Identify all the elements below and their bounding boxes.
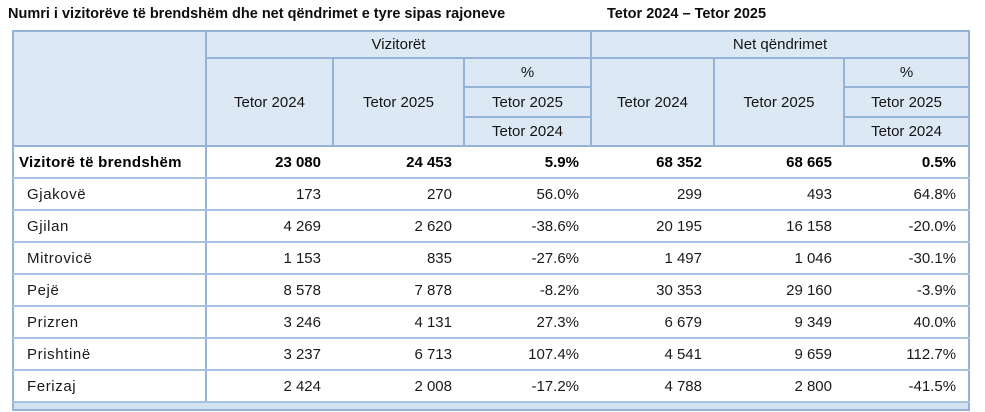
nights-2024-value: 6 679: [591, 306, 714, 339]
table-title: Numri i vizitorëve të brendshëm dhe net …: [8, 6, 506, 22]
nights-2024-value: 30 353: [591, 274, 714, 307]
nights-2024-value: 20 195: [591, 210, 714, 243]
row-label: Gjilan: [12, 210, 207, 243]
visitors-2025-value: 24 453: [333, 146, 464, 179]
table-row: Gjilan 4 269 2 620 -38.6% 20 195 16 158 …: [12, 210, 971, 243]
col-header-visitors-pct-denominator: Tetor 2024: [463, 116, 592, 147]
nights-2025-value: 1 046: [714, 242, 844, 275]
table-row: Mitrovicë 1 153 835 -27.6% 1 497 1 046 -…: [12, 242, 971, 275]
col-header-nights-2024: Tetor 2024: [590, 57, 715, 147]
nights-pct-change: -30.1%: [844, 242, 971, 275]
col-header-visitors-pct-numerator: Tetor 2025: [463, 86, 592, 118]
nights-2025-value: 29 160: [714, 274, 844, 307]
nights-2024-value: 299: [591, 178, 714, 211]
visitors-pct-change: -27.6%: [464, 242, 591, 275]
table-row: Prishtinë 3 237 6 713 107.4% 4 541 9 659…: [12, 338, 971, 371]
visitors-2024-value: 173: [206, 178, 333, 211]
visitors-pct-change: -8.2%: [464, 274, 591, 307]
corner-cell: [12, 30, 207, 147]
nights-2024-value: 4 541: [591, 338, 714, 371]
col-header-nights-pct-numerator: Tetor 2025: [842, 86, 971, 118]
nights-pct-change: 0.5%: [844, 146, 971, 179]
nights-pct-change: 40.0%: [844, 306, 971, 339]
nights-2024-value: 4 788: [591, 370, 714, 403]
table-row: Gjakovë 173 270 56.0% 299 493 64.8%: [12, 178, 971, 211]
visitors-pct-change: -17.2%: [464, 370, 591, 403]
row-label: Ferizaj: [12, 370, 207, 403]
visitors-pct-change: 27.3%: [464, 306, 591, 339]
visitors-2025-value: 270: [333, 178, 464, 211]
col-header-nights-2025: Tetor 2025: [713, 57, 845, 147]
visitors-pct-change: -38.6%: [464, 210, 591, 243]
row-label: Prizren: [12, 306, 207, 339]
nights-2025-value: 68 665: [714, 146, 844, 179]
visitors-2025-value: 2 620: [333, 210, 464, 243]
table-row: Ferizaj 2 424 2 008 -17.2% 4 788 2 800 -…: [12, 370, 971, 403]
nights-pct-change: 64.8%: [844, 178, 971, 211]
col-header-visitors-2025: Tetor 2025: [332, 57, 465, 147]
row-label: Gjakovë: [12, 178, 207, 211]
visitors-2024-value: 23 080: [206, 146, 333, 179]
col-header-nights-pct-denominator: Tetor 2024: [842, 116, 971, 147]
visitors-pct-change: 107.4%: [464, 338, 591, 371]
nights-2024-value: 1 497: [591, 242, 714, 275]
nights-2025-value: 2 800: [714, 370, 844, 403]
nights-pct-change: -41.5%: [844, 370, 971, 403]
visitors-2025-value: 2 008: [333, 370, 464, 403]
visitors-2025-value: 4 131: [333, 306, 464, 339]
visitors-2025-value: 6 713: [333, 338, 464, 371]
visitors-2024-value: 8 578: [206, 274, 333, 307]
row-label: Pejë: [12, 274, 207, 307]
nights-2025-value: 9 659: [714, 338, 844, 371]
visitors-2024-value: 3 246: [206, 306, 333, 339]
nights-2025-value: 9 349: [714, 306, 844, 339]
nights-2024-value: 68 352: [591, 146, 714, 179]
nights-pct-change: 112.7%: [844, 338, 971, 371]
table-bottom-strip: [11, 401, 971, 411]
row-label: Mitrovicë: [12, 242, 207, 275]
visitors-2025-value: 835: [333, 242, 464, 275]
visitors-table: Vizitorët Net qëndrimet Tetor 2024 Tetor…: [11, 30, 971, 411]
visitors-2024-value: 2 424: [206, 370, 333, 403]
total-row: Vizitorë të brendshëm 23 080 24 453 5.9%…: [12, 146, 971, 179]
col-header-visitors-pct: %: [463, 57, 592, 88]
nights-2025-value: 493: [714, 178, 844, 211]
visitors-2024-value: 4 269: [206, 210, 333, 243]
visitors-2024-value: 3 237: [206, 338, 333, 371]
table-row: Prizren 3 246 4 131 27.3% 6 679 9 349 40…: [12, 306, 971, 339]
row-label: Vizitorë të brendshëm: [12, 146, 207, 179]
visitors-2025-value: 7 878: [333, 274, 464, 307]
col-group-visitors: Vizitorët: [205, 30, 592, 59]
visitors-pct-change: 56.0%: [464, 178, 591, 211]
table-period: Tetor 2024 – Tetor 2025: [607, 6, 767, 22]
col-group-net-stays: Net qëndrimet: [589, 30, 971, 59]
row-label: Prishtinë: [12, 338, 207, 371]
col-header-visitors-2024: Tetor 2024: [205, 57, 334, 147]
col-header-nights-pct: %: [842, 57, 971, 88]
nights-2025-value: 16 158: [714, 210, 844, 243]
visitors-pct-change: 5.9%: [464, 146, 591, 179]
nights-pct-change: -20.0%: [844, 210, 971, 243]
visitors-2024-value: 1 153: [206, 242, 333, 275]
nights-pct-change: -3.9%: [844, 274, 971, 307]
table-row: Pejë 8 578 7 878 -8.2% 30 353 29 160 -3.…: [12, 274, 971, 307]
